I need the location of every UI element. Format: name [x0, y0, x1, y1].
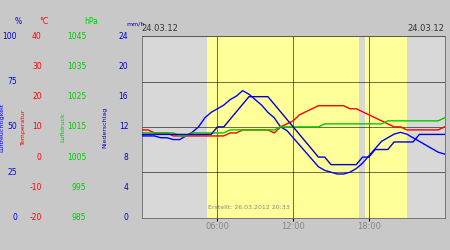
Text: 985: 985 — [72, 213, 86, 222]
Text: 0: 0 — [12, 213, 17, 222]
Text: Temperatur: Temperatur — [21, 109, 26, 145]
Text: 24.03.12: 24.03.12 — [408, 24, 445, 32]
Bar — [207, 36, 359, 218]
Bar — [365, 36, 407, 218]
Text: 8: 8 — [123, 152, 128, 162]
Text: 25: 25 — [8, 168, 17, 177]
Text: mm/h: mm/h — [126, 21, 144, 26]
Text: 24.03.12: 24.03.12 — [142, 24, 179, 32]
Text: 40: 40 — [32, 32, 42, 41]
Text: 1015: 1015 — [67, 122, 86, 132]
Text: 50: 50 — [7, 122, 17, 132]
Text: °C: °C — [40, 17, 49, 26]
Text: -10: -10 — [30, 183, 42, 192]
Text: 1025: 1025 — [67, 92, 86, 101]
Text: 1045: 1045 — [67, 32, 86, 41]
Text: 16: 16 — [119, 92, 128, 101]
Text: 75: 75 — [7, 77, 17, 86]
Text: Niederschlag: Niederschlag — [102, 106, 107, 148]
Text: 24: 24 — [119, 32, 128, 41]
Text: 1005: 1005 — [67, 152, 86, 162]
Text: 30: 30 — [32, 62, 42, 71]
Text: Erstellt: 26.03.2012 20:33: Erstellt: 26.03.2012 20:33 — [208, 205, 290, 210]
Text: 0: 0 — [37, 152, 42, 162]
Text: 10: 10 — [32, 122, 42, 132]
Text: -20: -20 — [30, 213, 42, 222]
Text: 1035: 1035 — [67, 62, 86, 71]
Text: 20: 20 — [119, 62, 128, 71]
Text: 995: 995 — [72, 183, 86, 192]
Text: 20: 20 — [32, 92, 42, 101]
Text: 100: 100 — [3, 32, 17, 41]
Text: %: % — [15, 17, 22, 26]
Text: 0: 0 — [123, 213, 128, 222]
Text: 12: 12 — [119, 122, 128, 132]
Text: Luftdruck: Luftdruck — [60, 112, 66, 142]
Text: hPa: hPa — [84, 17, 98, 26]
Text: Luftfeuchtigkeit: Luftfeuchtigkeit — [0, 102, 5, 152]
Text: 4: 4 — [123, 183, 128, 192]
